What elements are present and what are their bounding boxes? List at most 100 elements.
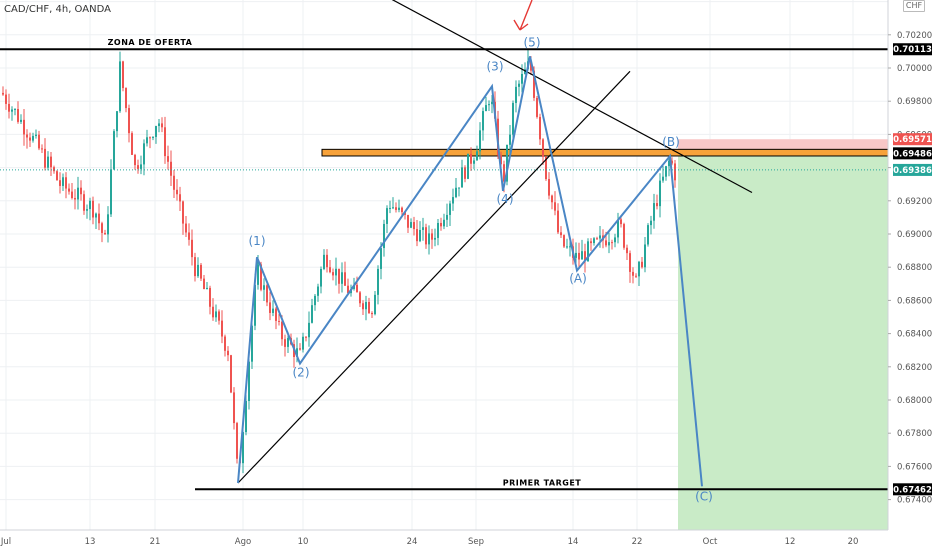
candle-body (563, 235, 565, 247)
candle-body (44, 148, 46, 168)
candle-body (371, 313, 373, 315)
candle-body (407, 214, 409, 228)
candle-body (119, 61, 121, 112)
candle-body (509, 134, 511, 145)
candle-body (413, 222, 415, 230)
candle-body (149, 137, 151, 139)
candle-body (632, 271, 634, 276)
price-tick-label: 0.68800 (897, 263, 932, 273)
price-tick-label: 0.69000 (897, 230, 932, 240)
candle-body (545, 156, 547, 180)
candle-body (296, 348, 298, 358)
price-tag (893, 147, 932, 160)
candle-body (518, 83, 520, 87)
candle-body (476, 151, 478, 161)
candle-body (32, 135, 34, 141)
candle-body (101, 223, 103, 233)
candle-body (53, 167, 55, 172)
candle-body (461, 167, 463, 188)
time-axis[interactable]: Jul 13 21 Ago 10 24 Sep 14 22 Oct 12 20 (0, 529, 932, 550)
candle-body (410, 222, 412, 228)
price-tick-label: 0.67600 (897, 462, 932, 472)
candle-body (158, 123, 160, 127)
price-tick-label: 0.68200 (897, 363, 932, 373)
candle-body (653, 203, 655, 221)
candle-body (281, 321, 283, 340)
candle-body (254, 284, 256, 326)
candle-body (167, 156, 169, 162)
candle-body (470, 153, 472, 164)
candle-body (317, 286, 319, 296)
candle-body (623, 224, 625, 248)
candle-body (596, 238, 598, 240)
time-tick-label: 21 (150, 537, 161, 547)
candle-body (374, 294, 376, 315)
candle-body (221, 320, 223, 337)
candle-body (452, 197, 454, 204)
chart-title: CAD/CHF, 4h, OANDA (4, 4, 111, 15)
candle-body (161, 123, 163, 128)
ascending-trendline (237, 70, 631, 484)
candle-body (389, 207, 391, 209)
candle-body (311, 305, 313, 323)
wave-label: (A) (569, 272, 587, 286)
price-tag-label: 0.69486 (893, 149, 932, 159)
candle-body (269, 302, 271, 313)
wave-label: (B) (662, 135, 680, 149)
candle-body (188, 232, 190, 240)
candle-body (344, 272, 346, 286)
candle-body (2, 92, 4, 95)
candle-body (491, 101, 493, 105)
time-tick-label: Ago (235, 537, 251, 547)
wave-label: (5) (524, 35, 541, 49)
price-tag-label: 0.69571 (893, 135, 932, 145)
candle-body (179, 194, 181, 202)
candle-body (443, 219, 445, 227)
candle-body (104, 232, 106, 235)
candle-body (377, 268, 379, 295)
price-tag (893, 133, 932, 146)
candle-body (428, 233, 430, 245)
candle-body (485, 105, 487, 112)
wave-label: (4) (497, 192, 514, 206)
candle-body (440, 222, 442, 227)
time-tick-label: 24 (407, 537, 418, 547)
grid (0, 0, 888, 530)
candle-body (620, 219, 622, 225)
candle-body (308, 322, 310, 338)
price-tick-label: 0.68000 (897, 396, 932, 406)
candle-body (92, 200, 94, 218)
candle-body (272, 308, 274, 313)
candle-body (590, 241, 592, 244)
candle-body (503, 164, 505, 182)
candle-body (89, 200, 91, 210)
candle-body (275, 308, 277, 321)
candle-body (359, 292, 361, 304)
price-axis[interactable]: 0.67400 0.67600 0.67800 0.68000 0.68200 0.684… (887, 0, 932, 550)
price-tick-label: 0.69800 (897, 97, 932, 107)
candle-body (644, 244, 646, 268)
time-tick-label: Sep (468, 537, 484, 547)
candle-body (569, 246, 571, 248)
candle-body (56, 171, 58, 181)
candle-body (671, 160, 673, 164)
candle-body (314, 295, 316, 306)
candle-body (143, 143, 145, 165)
candle-body (449, 203, 451, 215)
candle-body (431, 233, 433, 240)
candle-body (326, 254, 328, 268)
candle-body (599, 235, 601, 239)
candle-body (446, 214, 448, 220)
price-tick-label: 0.67800 (897, 429, 932, 439)
candle-body (8, 103, 10, 112)
time-tick-label: 10 (298, 537, 309, 547)
currency-button[interactable]: CHF (903, 0, 925, 12)
time-tick-label: 13 (85, 537, 96, 547)
candle-body (182, 201, 184, 224)
candle-body (323, 254, 325, 270)
candle-body (614, 237, 616, 243)
candle-body (305, 336, 307, 338)
candle-body (608, 242, 610, 246)
candle-body (593, 238, 595, 244)
